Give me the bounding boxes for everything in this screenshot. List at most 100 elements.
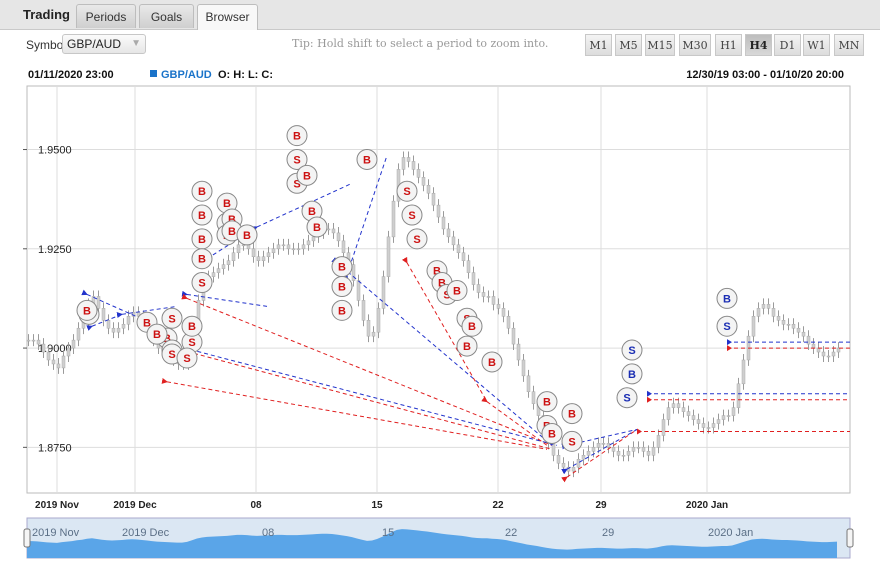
tab-goals[interactable]: Goals: [139, 4, 194, 28]
trade-marker-circle: [286, 148, 308, 170]
trade-marker-label: B: [198, 210, 206, 222]
trade-marker-label: S: [723, 321, 730, 333]
candle-body: [736, 383, 741, 408]
timeframe-m1[interactable]: M1: [585, 34, 612, 56]
trade-marker: B: [296, 164, 318, 186]
navigator-tick-label: 2020 Jan: [708, 527, 753, 539]
trade-marker-label: B: [163, 333, 171, 345]
candle-body: [766, 304, 771, 309]
app-title: Trading: [23, 7, 70, 22]
x-tick-label: 2019 Nov: [35, 500, 79, 511]
ohlc-readout: O: H: L: C:: [218, 69, 273, 81]
candle-body: [621, 455, 626, 457]
timeframe-mn[interactable]: MN: [834, 34, 864, 56]
trade-marker-circle: [146, 323, 168, 345]
timeframe-m5[interactable]: M5: [615, 34, 642, 56]
x-tick-label: 08: [250, 500, 262, 511]
symbol-dropdown[interactable]: GBP/AUD ▼: [62, 34, 146, 54]
candle-body: [516, 343, 521, 361]
trade-marker-label: B: [308, 206, 316, 218]
candle-body: [476, 284, 481, 293]
trade-marker: B: [306, 216, 328, 238]
candle-body: [531, 391, 536, 404]
candle-body: [526, 375, 531, 392]
tab-periods[interactable]: Periods: [76, 4, 136, 28]
level-lines: [637, 339, 850, 435]
candle-body: [576, 458, 581, 468]
trade-marker-circle: [396, 180, 418, 202]
candle-body: [811, 343, 816, 349]
candle-body: [571, 466, 576, 472]
navigator-right-handle[interactable]: [846, 528, 854, 548]
candle-body: [471, 272, 476, 285]
trade-marker-circle: [296, 164, 318, 186]
candle-body: [586, 451, 591, 456]
navigator[interactable]: 2019 Nov 2019 Dec 08 15 22 29 2020 Jan: [23, 517, 854, 559]
trade-marker: B: [481, 351, 503, 373]
trade-marker: B: [286, 125, 308, 147]
candle-body: [426, 185, 431, 194]
candle-body: [386, 236, 391, 277]
trade-marker-label: S: [403, 186, 410, 198]
trade-marker-label: S: [293, 178, 300, 190]
candle-body: [436, 204, 441, 218]
trade-marker-label: B: [303, 170, 311, 182]
candle-body: [296, 248, 301, 251]
candle-body: [706, 427, 711, 429]
trade-marker-circle: [461, 315, 483, 337]
candle-body: [591, 447, 596, 452]
trade-marker-label: B: [463, 341, 471, 353]
navigator-tick-label: 2019 Dec: [122, 527, 170, 539]
candle-body: [96, 296, 101, 309]
trade-marker: B: [181, 315, 203, 337]
candle-body: [466, 260, 471, 273]
candle-body: [456, 244, 461, 254]
timeframe-m30[interactable]: M30: [679, 34, 711, 56]
trade-marker-circle: [331, 299, 353, 321]
timeframe-h1[interactable]: H1: [715, 34, 742, 56]
trade-marker: S: [561, 430, 583, 452]
candle-body: [361, 300, 366, 321]
navigator-tick-label: 2019 Nov: [32, 527, 80, 539]
timeframe-w1[interactable]: W1: [803, 34, 830, 56]
candle-body: [646, 451, 651, 456]
timeframe-m15[interactable]: M15: [645, 34, 675, 56]
y-tick-label: 1.9500: [38, 145, 72, 157]
candle-body: [656, 435, 661, 448]
candle-body: [61, 355, 66, 369]
candle-body: [246, 244, 251, 250]
candle-body: [676, 403, 681, 408]
level-arrow: [727, 339, 732, 346]
candle-body: [671, 403, 676, 408]
trade-marker-circle: [716, 287, 738, 309]
candle-body: [606, 443, 611, 448]
x-tick-label: 2019 Dec: [113, 500, 157, 511]
timeframe-h4[interactable]: H4: [745, 34, 772, 56]
candle-body: [66, 347, 71, 357]
trade-marker-circle: [446, 279, 468, 301]
trade-marker: S: [616, 387, 638, 409]
trade-marker-label: B: [438, 278, 446, 290]
candle-body: [826, 355, 831, 358]
candle-body: [806, 335, 811, 345]
trade-marker-label: B: [188, 321, 196, 333]
candle-body: [771, 308, 776, 317]
timeframe-d1[interactable]: D1: [774, 34, 801, 56]
trade-marker-label: S: [188, 337, 195, 349]
trade-marker-label: S: [168, 313, 175, 325]
candle-body: [126, 316, 131, 325]
trade-marker-label: B: [293, 131, 301, 143]
trade-marker: B: [561, 403, 583, 425]
candle-body: [411, 161, 416, 170]
trade-marker-circle: [286, 125, 308, 147]
trade-marker-circle: [356, 148, 378, 170]
candle-body: [681, 407, 686, 412]
candle-body: [781, 320, 786, 325]
candle-body: [501, 308, 506, 317]
trade-marker: S: [406, 228, 428, 250]
navigator-left-handle[interactable]: [23, 528, 31, 548]
tab-browser[interactable]: Browser: [197, 4, 258, 30]
trade-marker: S: [176, 347, 198, 369]
candle-body: [556, 455, 561, 464]
